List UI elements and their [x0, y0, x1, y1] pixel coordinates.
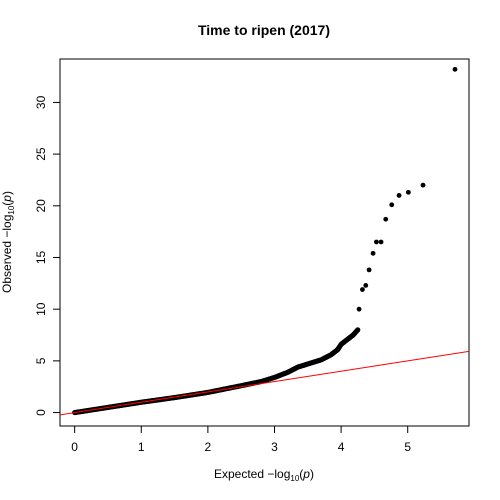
reference-line: [60, 350, 469, 416]
data-point: [452, 66, 458, 72]
data-point: [420, 182, 426, 188]
data-point: [396, 193, 402, 198]
bulk-points: [72, 327, 361, 416]
plot-box: [59, 58, 470, 427]
data-point: [370, 250, 376, 256]
data-point: [383, 216, 389, 222]
y-axis-label-prefix: Observed −log: [0, 215, 14, 293]
x-tick-label: 4: [338, 440, 345, 454]
bulk-point: [355, 327, 361, 333]
y-tick-label: 25: [34, 147, 48, 161]
data-point: [363, 283, 369, 288]
y-tick-label: 30: [34, 95, 48, 109]
y-axis-label-close: ): [0, 191, 14, 195]
data-point: [378, 239, 384, 245]
x-tick-label: 2: [205, 440, 212, 454]
x-axis-label-open: (: [299, 467, 303, 481]
y-axis-label-open: (: [0, 202, 14, 206]
x-axis-label-prefix: Expected −log: [214, 467, 290, 481]
plot-panel: [59, 58, 470, 427]
data-point: [405, 189, 411, 195]
y-tick-label: 20: [34, 199, 48, 213]
y-tick-label: 10: [34, 302, 48, 316]
x-tick-label: 5: [404, 440, 411, 454]
data-point: [389, 202, 395, 208]
y-tick-label: 0: [34, 409, 48, 416]
x-axis-label-var: p: [302, 467, 310, 481]
y-axis-label: Observed −log10(p): [0, 191, 16, 293]
y-tick-label: 5: [34, 357, 48, 364]
data-point: [374, 239, 379, 245]
x-axis-label-sub: 10: [290, 474, 299, 483]
data-point: [356, 306, 362, 312]
data-points: [60, 66, 469, 416]
data-point: [366, 267, 372, 273]
x-tick-label: 3: [271, 440, 278, 454]
y-tick-label: 15: [34, 250, 48, 264]
chart-title: Time to ripen (2017): [198, 22, 330, 38]
data-point: [360, 287, 365, 292]
y-axis: 0 5 10 15 20 25 30: [34, 95, 61, 416]
x-axis-label: Expected −log10(p): [214, 467, 314, 483]
x-axis: 0 1 2 3 4 5: [71, 425, 411, 454]
y-axis-label-var: p: [0, 195, 14, 203]
x-tick-label: 1: [138, 440, 145, 454]
x-axis-label-close: ): [310, 467, 314, 481]
y-axis-label-sub: 10: [7, 205, 16, 214]
x-tick-label: 0: [71, 440, 78, 454]
